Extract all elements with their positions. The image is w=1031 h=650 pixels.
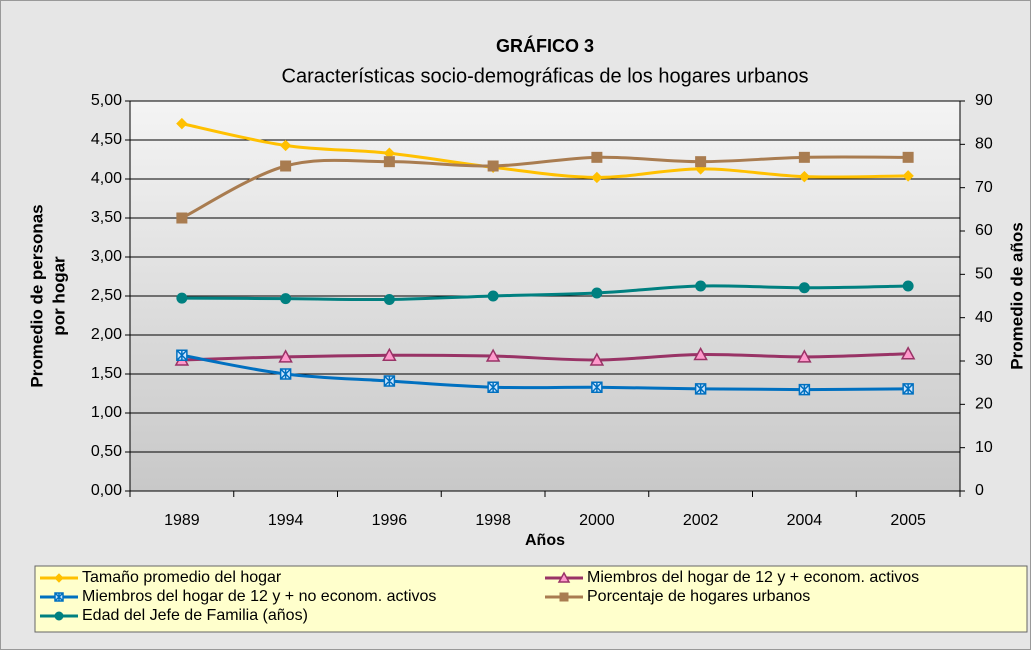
x-tick-label: 2002	[683, 512, 719, 529]
y-tick-label: 4,50	[91, 131, 122, 148]
marker	[559, 592, 569, 602]
marker	[383, 375, 396, 387]
y-tick-label: 2,50	[91, 287, 122, 304]
marker	[902, 170, 914, 182]
y-tick-label: 1,00	[91, 404, 122, 421]
marker	[591, 287, 603, 299]
x-tick-label: 1994	[268, 512, 304, 529]
y2-tick-label: 50	[975, 266, 993, 283]
y2-tick-label: 40	[975, 309, 993, 326]
marker	[798, 151, 810, 163]
marker	[695, 156, 707, 168]
y-axis-title: por hogar	[49, 256, 68, 336]
marker	[176, 117, 188, 130]
legend-label: Miembros del hogar de 12 y + no econom. …	[82, 588, 436, 605]
y-tick-label: 3,00	[91, 248, 122, 265]
x-tick-label: 2005	[890, 512, 926, 529]
marker	[591, 171, 603, 184]
y-tick-label: 0,00	[91, 482, 122, 499]
marker	[176, 212, 188, 224]
marker	[279, 139, 292, 152]
y2-tick-label: 90	[975, 92, 993, 109]
legend	[34, 565, 1028, 633]
marker	[695, 280, 707, 292]
x-tick-label: 1998	[475, 512, 511, 529]
y-tick-label: 3,50	[91, 209, 122, 226]
series-line	[181, 353, 909, 392]
y-tick-label: 5,00	[91, 92, 122, 109]
y-tick-label: 2,00	[91, 326, 122, 343]
y2-tick-label: 20	[975, 396, 993, 413]
legend-label: Porcentaje de hogares urbanos	[587, 588, 810, 605]
marker	[591, 381, 603, 394]
marker	[383, 156, 395, 168]
chart-subtitle: Características socio-demográficas de lo…	[282, 65, 809, 87]
x-tick-label: 2000	[579, 512, 615, 529]
y2-tick-label: 60	[975, 222, 993, 239]
marker	[797, 349, 812, 363]
marker	[280, 293, 292, 305]
marker	[798, 282, 810, 294]
y2-tick-label: 80	[975, 136, 993, 153]
x-tick-label: 1996	[372, 512, 408, 529]
y2-tick-label: 30	[975, 352, 993, 369]
marker	[382, 347, 397, 362]
series-line	[181, 122, 909, 179]
series-line	[181, 284, 909, 302]
x-tick-label: 2004	[787, 512, 823, 529]
legend-label: Edad del Jefe de Familia (años)	[82, 607, 308, 624]
y-tick-label: 4,00	[91, 170, 122, 187]
legend-label: Miembros del hogar de 12 y + econom. act…	[587, 569, 919, 586]
marker	[176, 292, 188, 304]
marker	[280, 160, 292, 172]
y-tick-label: 1,50	[91, 365, 122, 382]
marker	[487, 381, 499, 394]
x-tick-label: 1989	[164, 512, 200, 529]
y2-tick-label: 0	[975, 482, 984, 499]
marker	[902, 280, 914, 292]
marker	[798, 170, 811, 183]
series-line	[181, 352, 909, 362]
marker	[694, 383, 707, 395]
marker	[589, 352, 605, 366]
series-line	[181, 155, 909, 220]
marker	[383, 293, 395, 305]
marker	[176, 349, 188, 362]
marker	[485, 348, 501, 362]
y2-tick-label: 10	[975, 439, 993, 456]
marker	[279, 368, 292, 380]
marker	[54, 611, 64, 621]
marker	[900, 346, 916, 360]
marker	[693, 346, 708, 361]
legend-label: Tamaño promedio del hogar	[82, 569, 282, 586]
marker	[487, 160, 499, 172]
chart-title: GRÁFICO 3	[496, 35, 594, 56]
y2-tick-label: 70	[975, 179, 993, 196]
marker	[54, 573, 64, 583]
x-axis-title: Años	[525, 532, 565, 549]
marker	[902, 151, 914, 163]
marker	[591, 151, 603, 163]
marker	[278, 349, 293, 363]
marker	[557, 571, 571, 583]
y2-axis-title: Promedio de años	[1007, 222, 1026, 369]
marker	[902, 383, 914, 395]
y-axis-title: Promedio de personas	[27, 204, 46, 387]
marker	[54, 592, 64, 602]
marker	[798, 383, 811, 396]
y-tick-label: 0,50	[91, 443, 122, 460]
marker	[487, 290, 499, 302]
